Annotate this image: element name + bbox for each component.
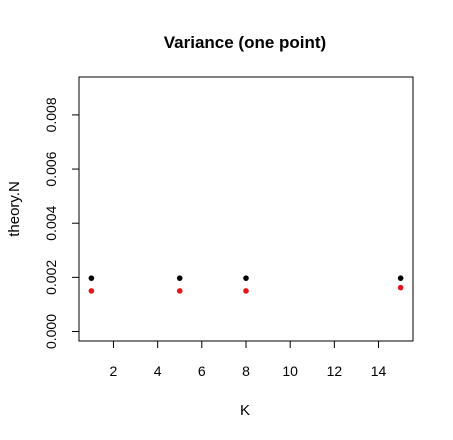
data-point-series-2 bbox=[176, 288, 183, 294]
chart-title: Variance (one point) bbox=[164, 33, 326, 52]
y-tick-label: 0.002 bbox=[43, 260, 59, 295]
y-tick-label: 0.004 bbox=[43, 205, 59, 240]
y-tick-label: 0.008 bbox=[43, 97, 59, 132]
data-point-series-1 bbox=[243, 275, 249, 281]
plot-frame bbox=[78, 76, 414, 342]
data-point-series-2 bbox=[88, 288, 95, 294]
x-axis: 2 4 6 8 10 12 14 bbox=[110, 340, 387, 379]
data-point-series-2 bbox=[243, 288, 249, 294]
data-point-series-1 bbox=[88, 275, 95, 281]
x-tick-label: 12 bbox=[327, 363, 343, 379]
x-tick-label: 6 bbox=[198, 363, 206, 379]
y-axis-label: theory.N bbox=[6, 181, 23, 237]
data-points bbox=[88, 275, 404, 294]
x-tick-label: 2 bbox=[110, 363, 118, 379]
data-point-series-1 bbox=[397, 275, 404, 281]
x-tick-label: 14 bbox=[371, 363, 387, 379]
y-tick-label: 0.000 bbox=[43, 314, 59, 349]
y-axis: 0.000 0.002 0.004 0.006 0.008 bbox=[43, 97, 80, 349]
x-axis-label: K bbox=[240, 402, 250, 419]
x-tick-label: 4 bbox=[154, 363, 162, 379]
data-point-series-2 bbox=[397, 284, 404, 291]
x-tick-label: 8 bbox=[242, 363, 250, 379]
x-tick-label: 10 bbox=[282, 363, 298, 379]
y-tick-label: 0.006 bbox=[43, 151, 59, 186]
data-point-series-1 bbox=[176, 275, 183, 281]
